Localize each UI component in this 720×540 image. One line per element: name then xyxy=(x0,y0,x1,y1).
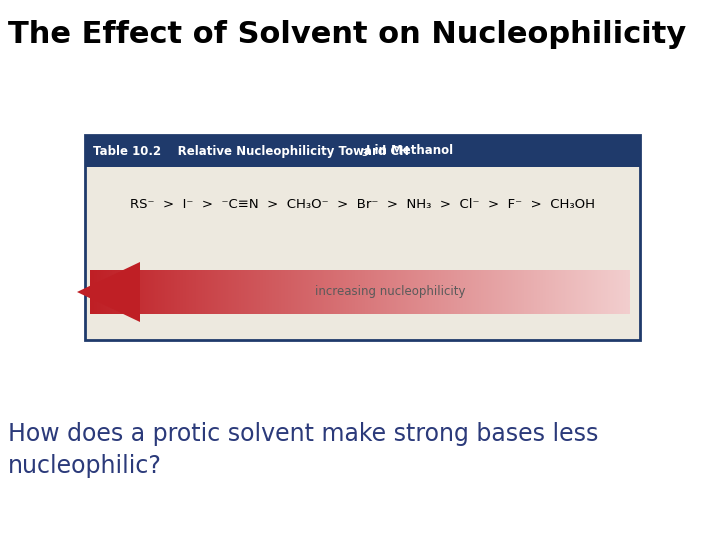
Text: 3: 3 xyxy=(361,150,367,159)
Text: Table 10.2    Relative Nucleophilicity Toward CH: Table 10.2 Relative Nucleophilicity Towa… xyxy=(93,145,409,158)
Bar xyxy=(85,167,640,340)
Text: How does a protic solvent make strong bases less
nucleophilic?: How does a protic solvent make strong ba… xyxy=(8,422,598,477)
Text: increasing nucleophilicity: increasing nucleophilicity xyxy=(315,286,465,299)
Polygon shape xyxy=(77,262,140,322)
Bar xyxy=(85,135,640,167)
Bar xyxy=(85,135,640,340)
Text: RS⁻  >  I⁻  >  ⁻C≡N  >  CH₃O⁻  >  Br⁻  >  NH₃  >  Cl⁻  >  F⁻  >  CH₃OH: RS⁻ > I⁻ > ⁻C≡N > CH₃O⁻ > Br⁻ > NH₃ > Cl… xyxy=(130,199,595,212)
Text: I in Methanol: I in Methanol xyxy=(366,145,453,158)
Text: The Effect of Solvent on Nucleophilicity: The Effect of Solvent on Nucleophilicity xyxy=(8,20,686,49)
